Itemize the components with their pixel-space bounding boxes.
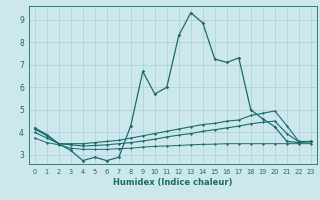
X-axis label: Humidex (Indice chaleur): Humidex (Indice chaleur) [113, 178, 233, 187]
